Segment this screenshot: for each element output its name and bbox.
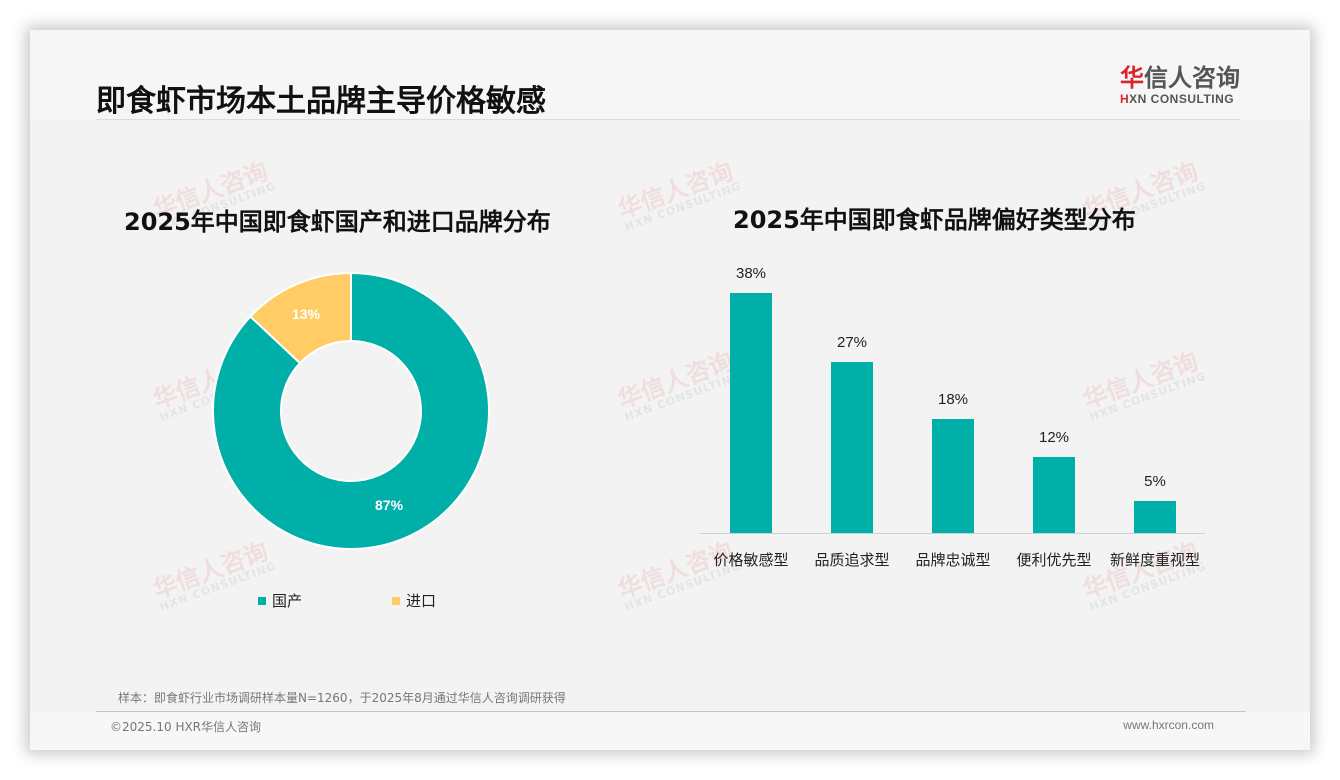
legend-swatch-yellow bbox=[392, 596, 400, 605]
bar-3 bbox=[932, 419, 974, 533]
legend-item-domestic: 国产 bbox=[258, 590, 392, 611]
bar-2 bbox=[831, 362, 873, 533]
brand-logo: 华信人咨询 HXN CONSULTING bbox=[1120, 64, 1240, 106]
sample-note: 样本：即食虾行业市场调研样本量N=1260，于2025年8月通过华信人咨询调研获… bbox=[118, 691, 566, 705]
logo-en: HXN CONSULTING bbox=[1120, 92, 1235, 106]
legend-item-imported: 进口 bbox=[392, 590, 436, 611]
legend-label: 进口 bbox=[406, 593, 437, 610]
bar-value-label: 5% bbox=[1144, 473, 1166, 490]
bar-category-label: 价格敏感型 bbox=[713, 551, 789, 569]
website-link[interactable]: www.hxrcon.com bbox=[1123, 718, 1214, 732]
logo-cn: 华信人咨询 bbox=[1120, 64, 1240, 92]
bar-category-label: 品质追求型 bbox=[814, 551, 890, 569]
bar-chart-title: 2025年中国即食虾品牌偏好类型分布 bbox=[733, 206, 1136, 234]
bar-1 bbox=[730, 293, 772, 533]
donut-legend: 国产 进口 bbox=[258, 590, 436, 611]
bar-value-label: 27% bbox=[836, 334, 868, 351]
bar-value-label: 18% bbox=[937, 391, 969, 408]
bar-chart: 38% 价格敏感型 27% 品质追求型 18% 品牌忠诚型 12% 便利优先型 5% 新鲜度重视型 bbox=[700, 260, 1205, 580]
bar-x-axis bbox=[700, 533, 1205, 534]
donut-slice-domestic bbox=[212, 271, 490, 550]
header-band bbox=[30, 30, 1310, 120]
donut-svg bbox=[212, 271, 490, 550]
bar-5 bbox=[1134, 501, 1176, 533]
legend-swatch-teal bbox=[258, 596, 266, 605]
bar-value-label: 12% bbox=[1038, 429, 1070, 446]
slide: 华信人咨询 HXN CONSULTING 华信人咨询 HXN CONSULTING 华信… bbox=[30, 30, 1310, 750]
bar-category-label: 品牌忠诚型 bbox=[915, 551, 991, 569]
footer-band bbox=[30, 712, 1310, 750]
title-divider bbox=[96, 119, 1240, 120]
bar-category-label: 新鲜度重视型 bbox=[1109, 551, 1200, 569]
bar-value-label: 38% bbox=[735, 265, 767, 282]
footer-divider bbox=[96, 711, 1246, 712]
donut-slice-imported bbox=[248, 271, 352, 365]
legend-label: 国产 bbox=[272, 593, 303, 610]
bar-category-label: 便利优先型 bbox=[1016, 551, 1092, 569]
donut-chart-title: 2025年中国即食虾国产和进口品牌分布 bbox=[124, 208, 551, 236]
bar-4 bbox=[1033, 457, 1075, 533]
slice-label-domestic: 87% bbox=[375, 497, 404, 513]
slice-label-imported: 13% bbox=[292, 306, 321, 322]
page-title: 即食虾市场本土品牌主导价格敏感 bbox=[96, 84, 546, 119]
copyright: ©2025.10 HXR华信人咨询 bbox=[110, 720, 262, 734]
donut-chart: 13% 87% bbox=[212, 271, 490, 550]
